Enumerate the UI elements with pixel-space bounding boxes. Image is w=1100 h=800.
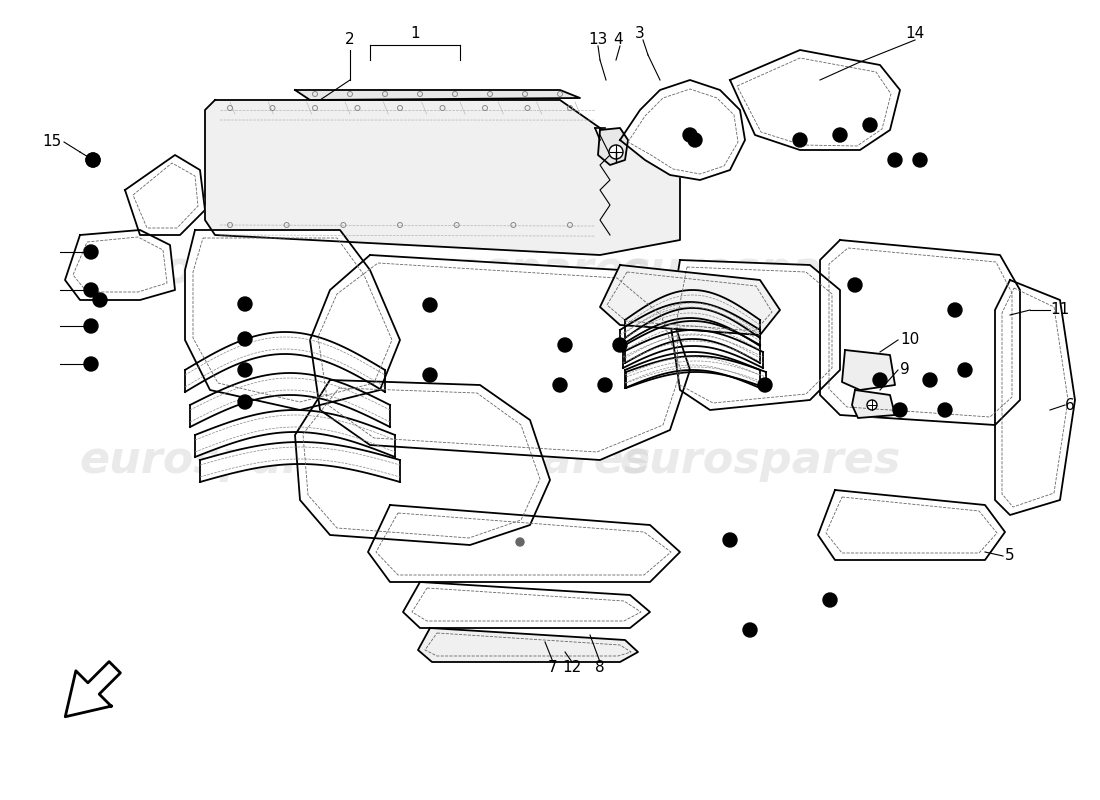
Text: 2: 2 xyxy=(345,33,355,47)
Circle shape xyxy=(94,293,107,307)
Polygon shape xyxy=(418,628,638,662)
Circle shape xyxy=(598,378,612,392)
Polygon shape xyxy=(185,230,400,410)
Polygon shape xyxy=(185,332,385,392)
Polygon shape xyxy=(842,350,895,390)
Circle shape xyxy=(948,303,962,317)
Text: 8: 8 xyxy=(595,661,605,675)
Circle shape xyxy=(238,363,252,377)
Text: eurospares: eurospares xyxy=(619,249,901,291)
Polygon shape xyxy=(996,280,1075,515)
Circle shape xyxy=(893,403,907,417)
Polygon shape xyxy=(852,390,895,418)
Polygon shape xyxy=(125,155,205,235)
Circle shape xyxy=(793,133,807,147)
Circle shape xyxy=(688,133,702,147)
Polygon shape xyxy=(620,302,760,346)
Circle shape xyxy=(84,357,98,371)
Circle shape xyxy=(758,378,772,392)
Polygon shape xyxy=(600,265,780,335)
Circle shape xyxy=(833,128,847,142)
Circle shape xyxy=(424,298,437,312)
Circle shape xyxy=(742,623,757,637)
Text: eurospares: eurospares xyxy=(79,249,361,291)
Polygon shape xyxy=(620,80,745,180)
Text: 13: 13 xyxy=(588,33,607,47)
Polygon shape xyxy=(205,100,680,255)
Circle shape xyxy=(938,403,952,417)
Polygon shape xyxy=(368,505,680,582)
Text: eurospares: eurospares xyxy=(79,438,361,482)
Circle shape xyxy=(424,368,437,382)
Text: 12: 12 xyxy=(562,661,582,675)
Circle shape xyxy=(558,338,572,352)
Circle shape xyxy=(238,297,252,311)
Text: 7: 7 xyxy=(548,661,558,675)
Circle shape xyxy=(86,153,100,167)
Polygon shape xyxy=(625,321,760,363)
Circle shape xyxy=(888,153,902,167)
Circle shape xyxy=(86,153,100,167)
Polygon shape xyxy=(670,260,840,410)
Circle shape xyxy=(238,332,252,346)
Circle shape xyxy=(683,128,697,142)
Text: 1: 1 xyxy=(410,26,420,42)
Polygon shape xyxy=(403,582,650,628)
Text: 14: 14 xyxy=(905,26,925,42)
Circle shape xyxy=(873,373,887,387)
Text: eurospares: eurospares xyxy=(619,438,901,482)
Polygon shape xyxy=(190,373,390,427)
Circle shape xyxy=(613,338,627,352)
Polygon shape xyxy=(598,128,628,165)
Polygon shape xyxy=(626,356,766,388)
Polygon shape xyxy=(625,352,760,388)
Circle shape xyxy=(553,378,566,392)
Circle shape xyxy=(864,118,877,132)
Text: eurospares: eurospares xyxy=(370,249,651,291)
Text: 15: 15 xyxy=(43,134,62,150)
Text: 9: 9 xyxy=(900,362,910,378)
Circle shape xyxy=(609,145,623,159)
Polygon shape xyxy=(195,410,395,457)
Circle shape xyxy=(848,278,862,292)
Polygon shape xyxy=(310,255,690,460)
Polygon shape xyxy=(200,442,400,482)
Circle shape xyxy=(723,533,737,547)
Circle shape xyxy=(867,400,877,410)
Circle shape xyxy=(84,319,98,333)
Polygon shape xyxy=(65,662,120,717)
Circle shape xyxy=(516,538,524,546)
Text: 3: 3 xyxy=(635,26,645,42)
Polygon shape xyxy=(730,50,900,150)
Polygon shape xyxy=(65,230,175,300)
Polygon shape xyxy=(818,490,1005,560)
Circle shape xyxy=(958,363,972,377)
Circle shape xyxy=(84,245,98,259)
Circle shape xyxy=(923,373,937,387)
Text: 10: 10 xyxy=(900,333,920,347)
Circle shape xyxy=(238,395,252,409)
Text: 5: 5 xyxy=(1005,549,1014,563)
Circle shape xyxy=(823,593,837,607)
Text: 4: 4 xyxy=(613,33,623,47)
Text: eurospares: eurospares xyxy=(370,438,651,482)
Text: 6: 6 xyxy=(1065,398,1075,413)
Polygon shape xyxy=(820,240,1020,425)
Text: 11: 11 xyxy=(1050,302,1069,318)
Polygon shape xyxy=(625,290,760,338)
Polygon shape xyxy=(295,380,550,545)
Circle shape xyxy=(913,153,927,167)
Circle shape xyxy=(84,283,98,297)
Polygon shape xyxy=(295,90,580,100)
Polygon shape xyxy=(623,330,763,368)
